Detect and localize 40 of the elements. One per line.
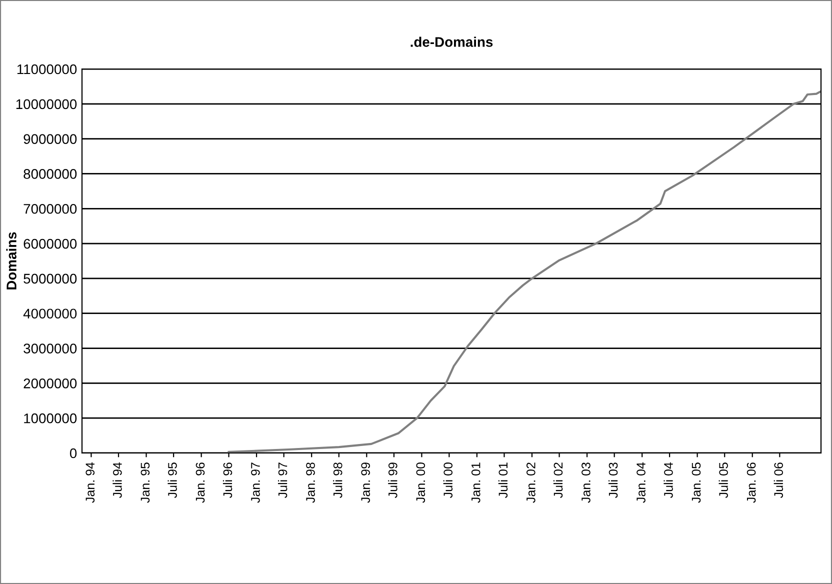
x-tick-label: Juli 00 bbox=[443, 462, 453, 498]
x-tick-label: Jan. 95 bbox=[140, 462, 150, 503]
x-tick-label: Juli 94 bbox=[112, 462, 122, 498]
x-tick-label: Juli 99 bbox=[388, 462, 398, 498]
y-tick-label: 8000000 bbox=[24, 169, 77, 179]
x-tick-label: Juli 97 bbox=[278, 462, 288, 498]
y-tick-label: 11000000 bbox=[17, 64, 77, 74]
x-tick-label: Juli 01 bbox=[498, 462, 508, 498]
chart-title: .de-Domains bbox=[410, 36, 493, 47]
y-tick-label: 2000000 bbox=[24, 378, 77, 388]
y-axis-title: Domains bbox=[6, 232, 16, 290]
y-tick-label: 3000000 bbox=[24, 344, 77, 354]
y-tick-label: 5000000 bbox=[24, 274, 77, 284]
y-tick-label: 6000000 bbox=[24, 238, 77, 249]
x-tick-label: Juli 96 bbox=[222, 462, 232, 498]
x-tick-label: Jan. 06 bbox=[746, 462, 756, 503]
x-tick-label: Juli 03 bbox=[608, 462, 618, 498]
y-tick-label: 10000000 bbox=[16, 99, 77, 110]
x-tick-label: Juli 95 bbox=[168, 462, 177, 498]
x-tick-label: Jan. 02 bbox=[526, 462, 536, 503]
x-tick-label: Jan. 99 bbox=[361, 462, 370, 503]
x-tick-label: Jan. 04 bbox=[636, 462, 646, 503]
x-tick-label: Juli 02 bbox=[553, 462, 563, 498]
y-tick-label: 0 bbox=[70, 448, 77, 458]
x-tick-label: Jan. 97 bbox=[251, 462, 260, 503]
x-tick-label: Juli 04 bbox=[664, 462, 673, 498]
y-tick-label: 4000000 bbox=[23, 308, 77, 319]
y-tick-label: 1000000 bbox=[24, 413, 77, 424]
x-tick-label: Juli 05 bbox=[718, 462, 728, 498]
x-tick-label: Jan. 96 bbox=[196, 462, 205, 503]
y-tick-label: 7000000 bbox=[24, 204, 77, 214]
x-tick-label: Jan. 03 bbox=[582, 462, 590, 503]
x-tick-label: Jan. 94 bbox=[86, 462, 95, 503]
x-tick-label: Jan. 98 bbox=[306, 462, 315, 503]
x-tick-label: Jan. 00 bbox=[416, 462, 426, 503]
x-tick-label: Juli 06 bbox=[774, 462, 784, 498]
x-tick-label: Jan. 05 bbox=[692, 462, 701, 503]
y-tick-label: 9000000 bbox=[24, 134, 77, 144]
x-tick-label: Jan. 01 bbox=[471, 462, 480, 503]
x-tick-label: Juli 98 bbox=[333, 462, 342, 498]
